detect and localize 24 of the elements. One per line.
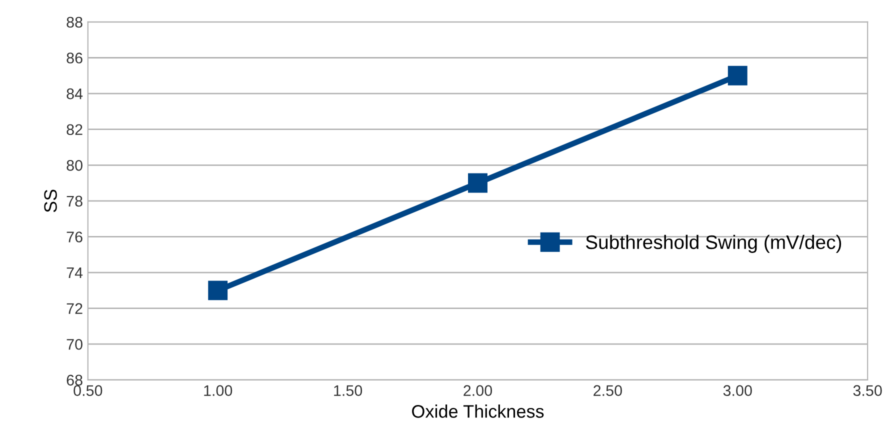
point — [208, 280, 228, 300]
x-tick-label: 1.50 — [334, 385, 362, 396]
y-tick-label: 88 — [66, 16, 82, 28]
x-tick-label: 3.00 — [723, 385, 752, 396]
x-tick-label: 3.50 — [853, 385, 882, 396]
x-axis-title: Oxide Thickness — [412, 404, 544, 418]
y-tick-label: 80 — [66, 160, 82, 171]
y-tick-label: 78 — [66, 196, 82, 207]
y-tick-label: 76 — [66, 232, 82, 242]
x-tick-label: 2.00 — [464, 385, 492, 396]
y-tick-label: 70 — [66, 338, 82, 350]
legend-label: Subthreshold Swing (mV/dec) — [586, 234, 842, 253]
y-tick-label: 72 — [66, 303, 82, 314]
x-tick-label: 2.50 — [594, 385, 622, 396]
point — [728, 66, 748, 86]
y-tick-label: 68 — [66, 374, 82, 386]
y-tick-label: 84 — [66, 88, 83, 100]
y-axis-title: SS — [44, 190, 57, 212]
point — [468, 173, 488, 193]
y-tick-label: 82 — [66, 124, 82, 136]
y-tick-label: 74 — [66, 268, 83, 278]
y-tick-label: 86 — [66, 52, 82, 64]
x-tick-label: 1.00 — [204, 385, 232, 396]
x-tick-label: 0.50 — [74, 385, 102, 396]
